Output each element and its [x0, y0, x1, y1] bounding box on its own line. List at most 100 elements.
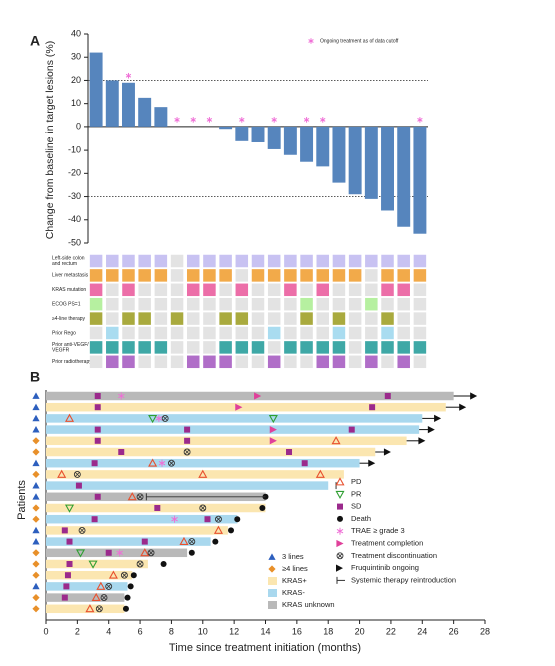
event-marker [158, 459, 166, 467]
annotation-cell [106, 341, 119, 354]
patient-bar [46, 526, 228, 535]
event-marker [91, 592, 101, 602]
y-tick-label: 0 [76, 121, 81, 131]
event-marker [188, 538, 196, 546]
line-marker [32, 538, 40, 545]
annotation-cell [267, 254, 281, 268]
patient-bar [46, 514, 238, 524]
x-tick-label: 16 [292, 626, 302, 636]
y-tick-label: 30 [71, 52, 81, 62]
patient-bar [46, 470, 344, 479]
circle-x-cross [137, 561, 143, 567]
x-tick-label: 22 [386, 626, 396, 636]
patient-bar [46, 402, 446, 412]
asterisk-stroke [117, 393, 125, 399]
annotation-cell [381, 254, 394, 268]
annotation-cell [332, 269, 346, 282]
annotation-cell [251, 254, 265, 268]
circle-x-cross [184, 449, 190, 455]
circle-x-ring [136, 560, 144, 568]
event-marker [418, 437, 426, 445]
legend-symbol [335, 490, 345, 500]
event-marker [64, 572, 71, 579]
annotation-cell [316, 355, 330, 369]
bar [316, 126, 330, 167]
annotation-cell [332, 341, 346, 354]
event-marker [160, 561, 167, 567]
event-marker [100, 594, 108, 602]
annotation-cell [251, 355, 265, 369]
asterisk-stroke [320, 118, 326, 122]
patient-bar [46, 559, 148, 569]
annotation-cell [365, 312, 378, 325]
event-marker [63, 583, 70, 590]
bar [105, 80, 119, 127]
annotation-cell [235, 312, 249, 325]
annotation-cell [138, 297, 151, 311]
annotation-cell [203, 254, 216, 268]
annotation-cell [413, 312, 427, 325]
annotation-cell [284, 312, 297, 325]
annotation-cell [300, 326, 313, 340]
annotation-cell [186, 269, 200, 282]
annotation-cell [413, 297, 427, 311]
circle-x-ring [136, 493, 144, 501]
annotation-cell [203, 269, 216, 282]
legend-symbol [335, 477, 345, 486]
circle-x-ring [95, 605, 103, 613]
asterisk-stroke [206, 118, 213, 122]
annotation-cell [138, 326, 151, 340]
legend-label: TRAE ≥ grade 3 [351, 526, 405, 535]
event-marker [94, 437, 101, 444]
y-tick-label: -50 [68, 237, 81, 247]
annotation-cell [365, 297, 378, 311]
bar [89, 52, 103, 127]
ongoing-asterisk [320, 117, 326, 123]
patient-bar [46, 458, 360, 468]
circle-x-cross [122, 572, 127, 578]
circle-x-cross [162, 416, 168, 421]
x-tick-label: 14 [260, 626, 270, 636]
annotation-cell [381, 297, 394, 311]
annotation-cell [365, 283, 378, 297]
circle-x-ring [167, 459, 175, 467]
annotation-cell [89, 341, 103, 354]
annotation-cell [219, 297, 232, 311]
annotation-cell [89, 297, 103, 311]
legend-label: Treatment completion [351, 538, 423, 547]
annotation-cell [397, 312, 410, 325]
annotation-cell [219, 283, 232, 297]
annotation-cell [170, 269, 184, 282]
legend-symbol [337, 515, 343, 522]
asterisk-stroke [116, 550, 123, 555]
annotation-cell [219, 355, 232, 369]
event-marker [459, 403, 467, 411]
annotation-cell [138, 341, 151, 354]
circle-x-cross [97, 606, 102, 612]
annotation-cell [397, 355, 410, 369]
circle-x-ring [161, 414, 169, 422]
asterisk-stroke [308, 39, 314, 43]
event-marker [369, 404, 376, 411]
row-label: Prior radiotherapy [52, 359, 92, 365]
annotation-cell [413, 355, 427, 369]
annotation-cell [365, 254, 378, 268]
circle-x-ring [215, 515, 222, 523]
circle-x-cross [75, 472, 80, 477]
legend-symbol [336, 527, 344, 535]
event-marker [78, 526, 86, 534]
event-marker [215, 515, 222, 523]
annotation-cell [170, 326, 184, 340]
x-tick-label: 18 [323, 626, 333, 636]
x-axis-label: Time since treatment initiation (months) [169, 642, 361, 654]
row-label: and rectum [52, 261, 77, 267]
line-marker [32, 549, 40, 557]
annotation-cell [365, 341, 378, 354]
patient-bar [46, 570, 133, 580]
asterisk-stroke [174, 118, 180, 122]
annotation-cell [203, 341, 216, 354]
annotation-cell [203, 297, 216, 311]
event-marker [61, 527, 68, 534]
legend-swatch [268, 589, 277, 597]
patient-bar [46, 593, 125, 602]
